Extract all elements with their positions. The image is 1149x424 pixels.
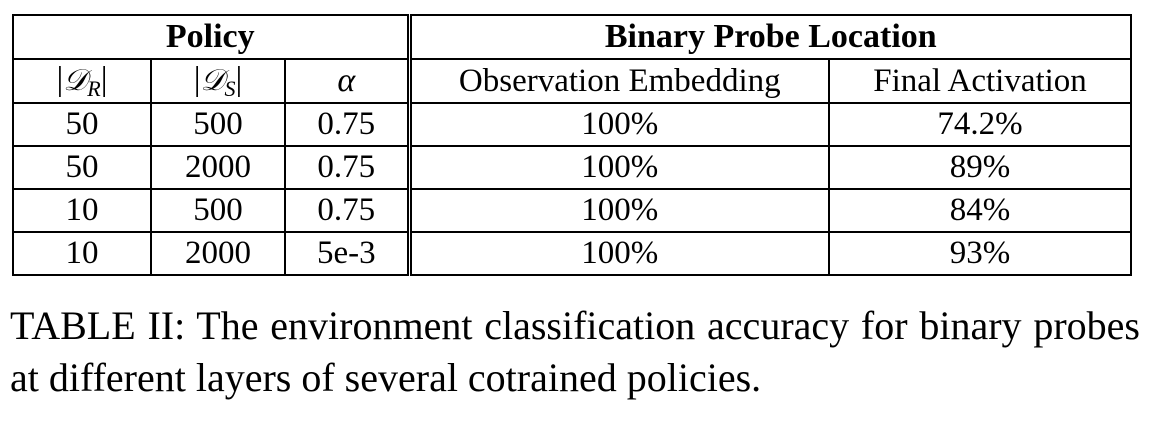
- dr-cell: 50: [12, 102, 152, 147]
- alpha-cell: 0.75: [283, 102, 412, 147]
- alpha-cell: 0.75: [283, 188, 412, 233]
- alpha-cell: 5e-3: [283, 231, 412, 276]
- observation-embedding-cell: 100%: [408, 188, 831, 233]
- dr-cell: 10: [12, 188, 152, 233]
- dr-bar-left: |: [56, 60, 64, 98]
- policy-group-header: Policy: [11, 14, 412, 60]
- table-row: 10 500 0.75 100% 84%: [12, 188, 1133, 233]
- final-activation-cell: 74.2%: [828, 102, 1133, 147]
- final-activation-cell: 93%: [828, 231, 1133, 276]
- final-activation-cell: 84%: [828, 188, 1133, 233]
- observation-embedding-cell: 100%: [408, 145, 831, 190]
- dr-column-header: |𝒟R|: [12, 58, 152, 104]
- final-activation-header: Final Activation: [828, 58, 1133, 104]
- dr-subscript: R: [87, 75, 101, 101]
- alpha-column-header: α: [283, 58, 412, 104]
- table-caption: TABLE II: The environment classification…: [10, 303, 1140, 400]
- dr-symbol: 𝒟: [63, 62, 88, 98]
- observation-embedding-cell: 100%: [408, 102, 831, 147]
- alpha-cell: 0.75: [283, 145, 412, 190]
- ds-cell: 500: [150, 188, 286, 233]
- final-activation-cell: 89%: [828, 145, 1133, 190]
- group-header-row: Policy Binary Probe Location: [11, 14, 1133, 60]
- ds-column-header: |𝒟S|: [150, 58, 286, 104]
- probe-location-group-header: Binary Probe Location: [408, 14, 1133, 60]
- observation-embedding-header: Observation Embedding: [408, 58, 831, 104]
- ds-cell: 2000: [150, 145, 286, 190]
- dr-cell: 50: [12, 145, 152, 190]
- dr-cell: 10: [12, 231, 152, 276]
- alpha-symbol: α: [337, 62, 356, 99]
- column-header-row: |𝒟R| |𝒟S| α Observation Embedding Final …: [12, 58, 1133, 104]
- ds-bar-left: |: [193, 60, 201, 98]
- ds-bar-right: |: [235, 60, 243, 98]
- ds-subscript: S: [224, 75, 236, 101]
- dr-bar-right: |: [100, 60, 108, 98]
- table-row: 50 500 0.75 100% 74.2%: [12, 102, 1133, 147]
- table-row: 10 2000 5e-3 100% 93%: [12, 231, 1133, 276]
- table-row: 50 2000 0.75 100% 89%: [12, 145, 1133, 190]
- ds-cell: 2000: [150, 231, 286, 276]
- ds-symbol: 𝒟: [200, 62, 225, 98]
- observation-embedding-cell: 100%: [408, 231, 831, 276]
- ds-cell: 500: [150, 102, 286, 147]
- results-table: Policy Binary Probe Location |𝒟R| |𝒟S| α…: [11, 14, 1133, 276]
